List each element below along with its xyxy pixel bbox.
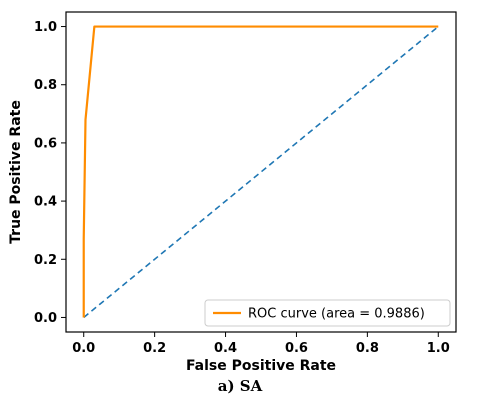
y-tick-label: 0.4 [34, 195, 57, 210]
plot-frame [65, 11, 457, 333]
x-axis-label: False Positive Rate [186, 358, 336, 374]
y-tick-label: 1.0 [34, 20, 57, 35]
figure-caption: a) SA [217, 377, 263, 395]
x-tick-label: 0.2 [143, 341, 166, 356]
series-line-1 [83, 25, 439, 319]
x-axis-ticks: 0.0 0.2 0.4 0.6 0.8 1.0 [72, 332, 450, 356]
y-axis-label: True Positive Rate [8, 100, 24, 244]
y-axis-ticks: 0.0 0.2 0.4 0.6 0.8 1.0 [34, 20, 66, 326]
series-line-0 [82, 25, 439, 318]
legend-label-roc: ROC curve (area = 0.9886) [248, 307, 425, 322]
y-tick-label: 0.0 [34, 311, 57, 326]
x-tick-label: 0.4 [214, 341, 237, 356]
y-tick-label: 0.6 [34, 136, 57, 151]
x-tick-label: 0.0 [72, 341, 95, 356]
legend-box [204, 299, 451, 327]
x-tick-label: 0.6 [285, 341, 308, 356]
y-tick-label: 0.2 [34, 253, 57, 268]
legend: ROC curve (area = 0.9886) [204, 299, 451, 327]
x-tick-label: 1.0 [427, 341, 450, 356]
x-tick-label: 0.8 [356, 341, 379, 356]
series-layer [82, 25, 439, 319]
y-tick-label: 0.8 [34, 78, 57, 93]
